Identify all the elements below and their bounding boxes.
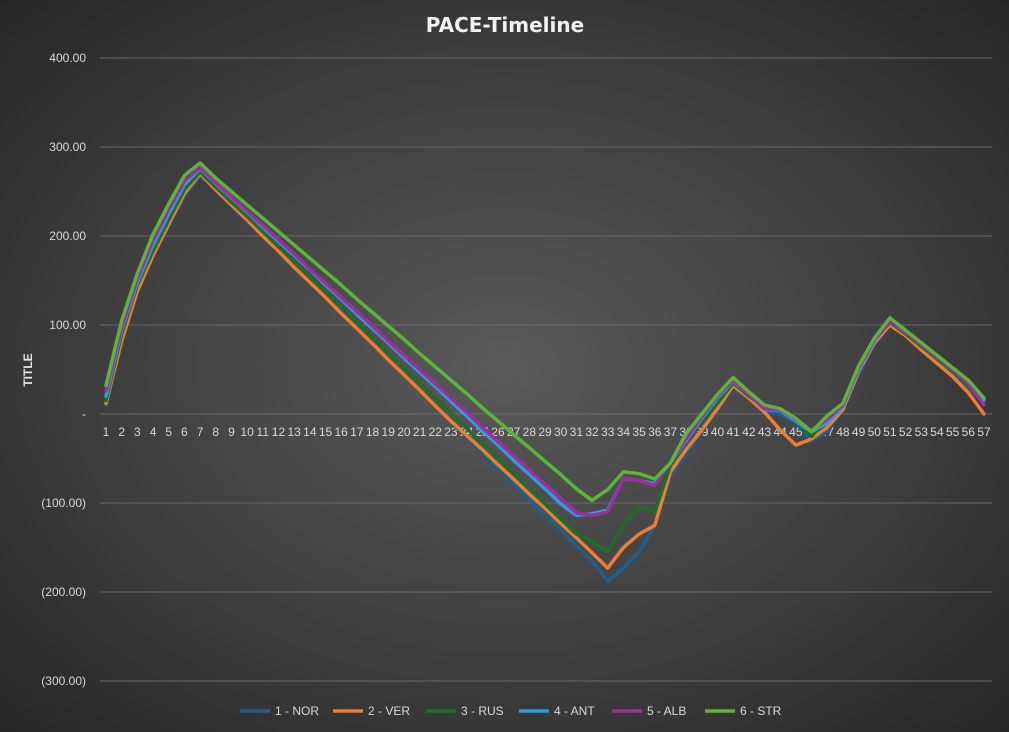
x-tick-label: 57 [977, 425, 991, 439]
y-tick-label: 200.00 [49, 229, 86, 243]
x-tick-label: 32 [585, 425, 599, 439]
y-tick-label: 100.00 [49, 318, 86, 332]
legend-label: 5 - ALB [647, 704, 686, 718]
x-tick-label: 9 [228, 425, 235, 439]
x-tick-label: 54 [930, 425, 944, 439]
legend-label: 1 - NOR [275, 704, 319, 718]
x-tick-label: 3 [134, 425, 141, 439]
x-tick-label: 41 [726, 425, 740, 439]
x-axis-ticks: 1 2 3 4 5 6 7 8 9 10 11 12 13 14 15 16 17 18 19 20 21 22 23 24 2… [103, 425, 991, 439]
x-tick-label: 42 [742, 425, 756, 439]
x-tick-label: 14 [303, 425, 317, 439]
y-tick-label: (300.00) [41, 674, 86, 688]
x-tick-label: 29 [538, 425, 552, 439]
legend-label: 6 - STR [740, 704, 782, 718]
x-tick-label: 50 [868, 425, 882, 439]
x-tick-label: 10 [240, 425, 254, 439]
legend: 1 - NOR 2 - VER 3 - RUS 4 - ANT 5 - ALB 6 - S… [240, 704, 782, 718]
series-line-5-alb [104, 165, 986, 518]
x-tick-label: 7 [197, 425, 204, 439]
y-tick-label: (200.00) [41, 585, 86, 599]
series-line-3-rus [104, 170, 986, 554]
y-tick-label: (100.00) [41, 496, 86, 510]
legend-label: 3 - RUS [461, 704, 504, 718]
y-tick-label: - [82, 407, 86, 421]
y-tick-label: 400.00 [49, 51, 86, 65]
x-tick-label: 36 [648, 425, 662, 439]
x-tick-label: 4 [150, 425, 157, 439]
x-tick-label: 23 [444, 425, 458, 439]
x-tick-label: 16 [334, 425, 348, 439]
chart-title: PACE-Timeline [426, 13, 584, 37]
x-tick-label: 51 [883, 425, 897, 439]
x-tick-label: 2 [118, 425, 125, 439]
x-tick-label: 28 [523, 425, 537, 439]
x-tick-label: 8 [212, 425, 219, 439]
x-tick-label: 19 [382, 425, 396, 439]
x-tick-label: 21 [413, 425, 427, 439]
x-tick-label: 17 [350, 425, 364, 439]
x-tick-label: 22 [429, 425, 443, 439]
x-tick-label: 37 [664, 425, 678, 439]
series-lines [104, 161, 986, 584]
y-axis-label: TITLE [21, 353, 35, 386]
x-tick-label: 35 [632, 425, 646, 439]
x-tick-label: 5 [165, 425, 172, 439]
x-tick-label: 53 [915, 425, 929, 439]
series-line-2-ver [104, 171, 986, 570]
x-tick-label: 31 [570, 425, 584, 439]
x-tick-label: 56 [962, 425, 976, 439]
y-axis-ticks: 400.00 300.00 200.00 100.00 - (100.00) (200.00… [41, 51, 86, 688]
x-tick-label: 18 [366, 425, 380, 439]
x-tick-label: 52 [899, 425, 913, 439]
x-tick-label: 20 [397, 425, 411, 439]
x-tick-label: 30 [554, 425, 568, 439]
x-tick-label: 1 [103, 425, 110, 439]
x-tick-label: 49 [852, 425, 866, 439]
x-tick-label: 40 [711, 425, 725, 439]
y-tick-label: 300.00 [49, 140, 86, 154]
legend-label: 4 - ANT [554, 704, 595, 718]
x-tick-label: 34 [617, 425, 631, 439]
x-tick-label: 12 [272, 425, 286, 439]
legend-label: 2 - VER [368, 704, 410, 718]
x-tick-label: 43 [758, 425, 772, 439]
series-line-6-str [104, 161, 986, 503]
x-tick-label: 15 [319, 425, 333, 439]
x-tick-label: 33 [601, 425, 615, 439]
x-tick-label: 55 [946, 425, 960, 439]
x-tick-label: 13 [287, 425, 301, 439]
x-tick-label: 48 [836, 425, 850, 439]
x-tick-label: 6 [181, 425, 188, 439]
x-tick-label: 11 [257, 425, 270, 439]
x-tick-label: 26 [491, 425, 505, 439]
